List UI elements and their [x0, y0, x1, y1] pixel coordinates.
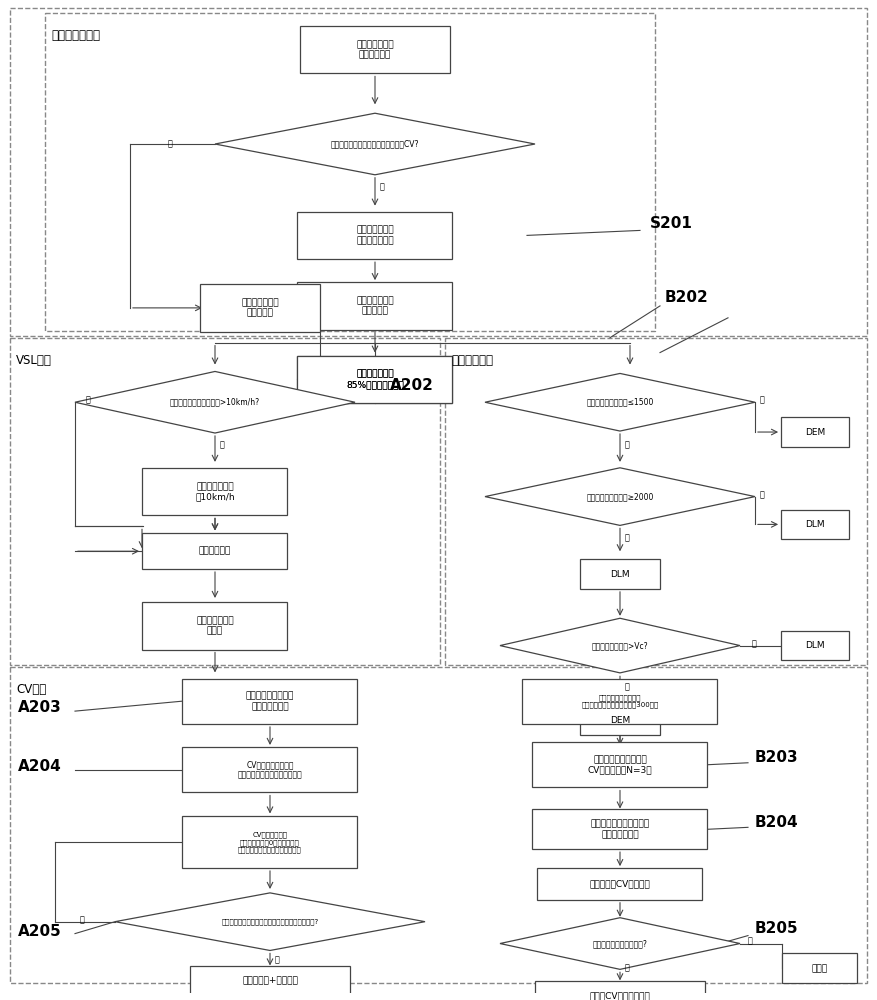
Text: 否: 否	[80, 915, 84, 924]
Polygon shape	[500, 618, 740, 673]
Text: 是: 是	[380, 182, 385, 191]
FancyBboxPatch shape	[300, 26, 450, 73]
Bar	[10, 8, 867, 336]
Text: VSL方案: VSL方案	[16, 354, 52, 367]
Text: 施工位置与上游邻近检测器间是否有CV?: 施工位置与上游邻近检测器间是否有CV?	[331, 140, 419, 149]
Text: 施工区上游邻近
检测器车速: 施工区上游邻近 检测器车速	[241, 298, 279, 318]
FancyBboxPatch shape	[182, 816, 358, 868]
Polygon shape	[215, 113, 535, 175]
FancyBboxPatch shape	[580, 705, 660, 735]
Text: 计算出每组CV变道时间: 计算出每组CV变道时间	[589, 879, 651, 888]
FancyBboxPatch shape	[297, 282, 453, 330]
Text: 基于距离加权的
网联车平均车速: 基于距离加权的 网联车平均车速	[356, 226, 394, 245]
FancyBboxPatch shape	[200, 284, 320, 332]
Text: 施工路段最上游流量≤1500: 施工路段最上游流量≤1500	[587, 398, 653, 407]
Text: 基于移动加权平均的
下一轮方案预测: 基于移动加权平均的 下一轮方案预测	[246, 691, 294, 711]
Bar	[45, 13, 655, 331]
Text: 施工上游限速增
加10km/h: 施工上游限速增 加10km/h	[196, 482, 235, 501]
Text: 估计区域内最后一辆通过
可变道区域时间: 估计区域内最后一辆通过 可变道区域时间	[590, 820, 650, 839]
Text: 是: 是	[220, 440, 225, 449]
Text: CV初步引导车速计算
（本轮限速与预测限速的均值）: CV初步引导车速计算 （本轮限速与预测限速的均值）	[238, 760, 303, 779]
Text: 当前时间是否为变道时间?: 当前时间是否为变道时间?	[593, 939, 647, 948]
Text: 是: 是	[275, 955, 280, 964]
Text: 引导车速与当前速度计算出的加速度是否在阈值内?: 引导车速与当前速度计算出的加速度是否在阈值内?	[221, 918, 318, 925]
FancyBboxPatch shape	[297, 212, 453, 259]
Bar	[10, 667, 867, 983]
Text: 施工上游限速: 施工上游限速	[199, 547, 232, 556]
Text: 是否有施工区？
（假设已知）: 是否有施工区？ （假设已知）	[356, 40, 394, 59]
Text: DLM: DLM	[805, 641, 824, 650]
Text: 不控制: 不控制	[812, 964, 828, 973]
Polygon shape	[500, 918, 740, 969]
FancyBboxPatch shape	[538, 868, 702, 900]
FancyBboxPatch shape	[532, 809, 708, 849]
Text: A204: A204	[18, 759, 61, 774]
Bar	[10, 338, 440, 665]
Text: 是: 是	[625, 683, 630, 692]
Text: 基于渗透率加权
的平均车速: 基于渗透率加权 的平均车速	[356, 296, 394, 316]
Text: 是: 是	[760, 396, 765, 405]
Text: 否: 否	[625, 534, 630, 543]
Text: 变道合流方案: 变道合流方案	[451, 354, 493, 367]
Text: 否: 否	[625, 440, 630, 449]
Text: CV引导车速调整
（初始调整值为0，后续调整值
为引导车速与当前最值速度之差）: CV引导车速调整 （初始调整值为0，后续调整值 为引导车速与当前最值速度之差）	[239, 831, 302, 853]
Text: 实时对进入变道区域的
CV进行分组（N=3）: 实时对进入变道区域的 CV进行分组（N=3）	[588, 755, 652, 774]
Text: 向本组CV发送变道指令: 向本组CV发送变道指令	[589, 992, 651, 1000]
Text: DEM: DEM	[805, 428, 825, 437]
FancyBboxPatch shape	[532, 742, 708, 787]
FancyBboxPatch shape	[182, 679, 358, 724]
Bar	[445, 338, 867, 665]
Text: A203: A203	[18, 700, 61, 715]
Text: 否: 否	[748, 936, 752, 945]
Text: 施工上游平均车速>Vc?: 施工上游平均车速>Vc?	[592, 641, 648, 650]
Text: 是: 是	[625, 963, 630, 972]
FancyBboxPatch shape	[781, 631, 849, 660]
Text: 施工区上游邻近
85%车速，平均车速: 施工区上游邻近 85%车速，平均车速	[346, 370, 404, 389]
Text: S201: S201	[650, 216, 693, 231]
Polygon shape	[115, 893, 425, 950]
FancyBboxPatch shape	[523, 679, 717, 724]
Text: 是: 是	[760, 490, 765, 499]
Text: A202: A202	[390, 378, 434, 393]
Text: CV方案: CV方案	[16, 683, 46, 696]
FancyBboxPatch shape	[580, 559, 660, 589]
Polygon shape	[485, 468, 755, 525]
FancyBboxPatch shape	[297, 356, 453, 403]
Text: DEM: DEM	[610, 716, 631, 725]
Text: 施工路段最上游流量≥2000: 施工路段最上游流量≥2000	[587, 492, 653, 501]
Text: DLM: DLM	[610, 570, 630, 579]
Text: 根据变道合流方案计算
可变道区域（变道位置的上游300米）: 根据变道合流方案计算 可变道区域（变道位置的上游300米）	[581, 694, 659, 708]
FancyBboxPatch shape	[297, 356, 453, 403]
Text: 否: 否	[168, 140, 173, 149]
FancyBboxPatch shape	[781, 417, 849, 447]
Text: 否: 否	[86, 396, 90, 405]
Text: 计算均加速+匀速曲线: 计算均加速+匀速曲线	[242, 977, 298, 986]
FancyBboxPatch shape	[190, 966, 350, 996]
Text: DLM: DLM	[805, 520, 824, 529]
Text: 与上一轮控制方案中相差>10km/h?: 与上一轮控制方案中相差>10km/h?	[170, 398, 260, 407]
Text: B203: B203	[755, 750, 799, 765]
FancyBboxPatch shape	[535, 981, 705, 1000]
FancyBboxPatch shape	[782, 953, 858, 983]
Polygon shape	[485, 373, 755, 431]
Text: A205: A205	[18, 924, 61, 939]
Text: B202: B202	[665, 290, 709, 305]
Text: 否: 否	[752, 639, 757, 648]
FancyBboxPatch shape	[142, 602, 288, 650]
Polygon shape	[75, 371, 355, 433]
Text: 施工区上游邻近
85%车速，平均车速: 施工区上游邻近 85%车速，平均车速	[346, 370, 404, 389]
FancyBboxPatch shape	[781, 510, 849, 539]
Text: 数据输入与融合: 数据输入与融合	[51, 29, 100, 42]
FancyBboxPatch shape	[142, 468, 288, 515]
Text: B205: B205	[755, 921, 799, 936]
FancyBboxPatch shape	[142, 533, 288, 569]
FancyBboxPatch shape	[182, 747, 358, 792]
Text: B204: B204	[755, 815, 799, 830]
Text: 上游线控限速方
案计算: 上游线控限速方 案计算	[196, 616, 234, 635]
